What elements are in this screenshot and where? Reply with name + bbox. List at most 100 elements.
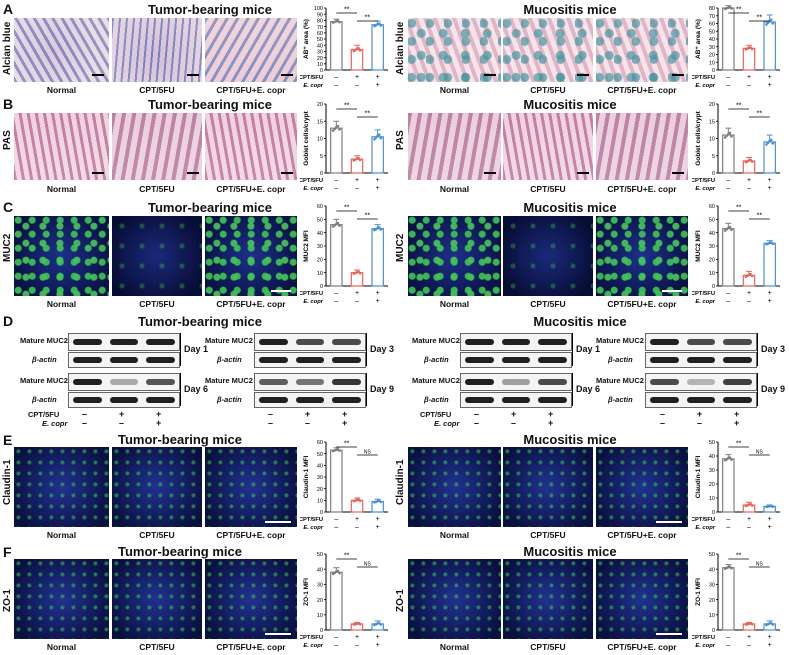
treatment-sign: – [355,642,359,649]
y-axis-label: Goblet cells/crypt [695,110,702,165]
treatment-sign: + [768,642,772,649]
blot-label-beta-actin: β-actin [32,355,57,364]
blot-label-mature-muc2: Mature MUC2 [20,376,68,385]
blot-strip-muc2 [254,333,366,351]
significance-label: ** [736,553,742,560]
blot-strip-muc2 [645,373,757,391]
data-point [749,158,752,162]
treatment-cpt-label: CPT/5FU [300,291,323,297]
y-tick-label: 30 [317,583,323,589]
treatment-sign: + [747,634,751,641]
group-title-mucositis: Mucositis mice [533,314,627,329]
micrograph-b-tumor-normal [14,113,109,180]
blot-treatment-sign: + [156,418,162,428]
data-point [338,571,341,575]
y-tick-label: 50 [709,440,715,446]
y-tick-label: 50 [317,552,323,558]
treatment-sign: + [376,524,380,531]
blot-day-label: Day 1 [184,344,209,354]
blot-treatment-sign: + [548,418,554,428]
y-tick-label: 40 [317,231,323,237]
data-point [750,504,754,507]
treatment-sign: – [726,74,730,81]
caption-normal: Normal [439,184,470,194]
y-tick-label: 0 [320,284,323,290]
treatment-sign: – [334,177,338,184]
blot-band [73,379,102,385]
blot-band [332,379,361,385]
caption-ecopr: CPT/5FU+E. copr [607,184,677,194]
blot-treatment-sign: – [697,418,703,428]
bar [763,242,776,287]
data-point [333,127,337,131]
y-tick-label: 40 [317,567,323,573]
treatment-sign: + [768,298,772,305]
data-point [338,20,341,24]
panel-letter-a: A [3,1,14,17]
scale-bar [187,172,199,174]
treatment-sign: – [747,642,751,649]
data-point [358,49,362,52]
blot-band [723,379,752,385]
blot-band [686,397,716,403]
micrograph-e-muc-ecopr [596,447,688,527]
micrograph-c-muc-cpt [503,216,593,296]
panel-letter-b: B [3,96,14,112]
treatment-sign: – [334,634,338,641]
micrograph-a-muc-cpt [503,18,593,82]
treatment-sign: + [768,185,772,192]
y-tick-label: 15 [709,119,715,125]
data-point [336,569,340,573]
data-point [358,622,362,626]
y-tick-label: 5 [712,154,715,160]
y-tick-label: 0 [712,510,715,516]
treatment-sign: – [355,524,359,531]
data-point [730,7,733,10]
caption-cpt: CPT/5FU [139,184,175,194]
bar-chart-c-mucositis: 0 10 20 30 40 50 60 MUC2 MFI ** ** CPT/5FU E. copr –… [692,204,780,305]
scale-bar [484,172,496,174]
scale-bar [265,633,291,635]
blot-treatment-sign: – [82,409,88,419]
blot-band [109,357,139,363]
blot-band [650,397,679,403]
bar [350,48,364,71]
bar [330,571,343,631]
stain-label-alcian: Alcian blue [2,21,13,75]
stain-label-zo1: ZO-1 [2,589,13,612]
data-point [728,225,732,229]
data-point [358,271,362,275]
treatment-sign: + [768,74,772,81]
blot-bracket [572,333,573,366]
data-point [765,143,768,146]
blot-bracket [180,373,181,406]
blot-label-beta-actin: β-actin [32,395,57,404]
y-tick-label: 0 [712,628,715,634]
blot-bracket [366,373,367,406]
data-point [377,133,381,137]
y-tick-label: 30 [317,475,323,481]
caption-cpt: CPT/5FU [139,642,175,652]
blot-treatment-sign: – [660,409,666,419]
blot-treatment-sign: + [548,409,554,419]
blot-treatment-ecopr: E. copr [434,419,460,428]
scale-bar [577,172,589,174]
treatment-sign: – [747,298,751,305]
data-point [769,18,773,22]
blot-treatment-sign: – [474,409,480,419]
y-tick-label: 20 [317,598,323,604]
data-point [730,228,733,232]
treatment-sign: + [747,516,751,523]
blot-day-label: Day 9 [370,384,395,394]
y-tick-label: 60 [709,204,715,210]
treatment-cpt-label: CPT/5FU [692,291,715,297]
caption-ecopr: CPT/5FU+E. copr [607,85,677,95]
y-tick-label: 50 [317,452,323,458]
significance-label: ** [344,441,350,448]
treatment-sign: + [376,642,380,649]
data-point [766,141,770,144]
y-tick-label: 10 [317,271,323,277]
blot-band [465,397,494,403]
significance-label: ** [736,205,742,212]
